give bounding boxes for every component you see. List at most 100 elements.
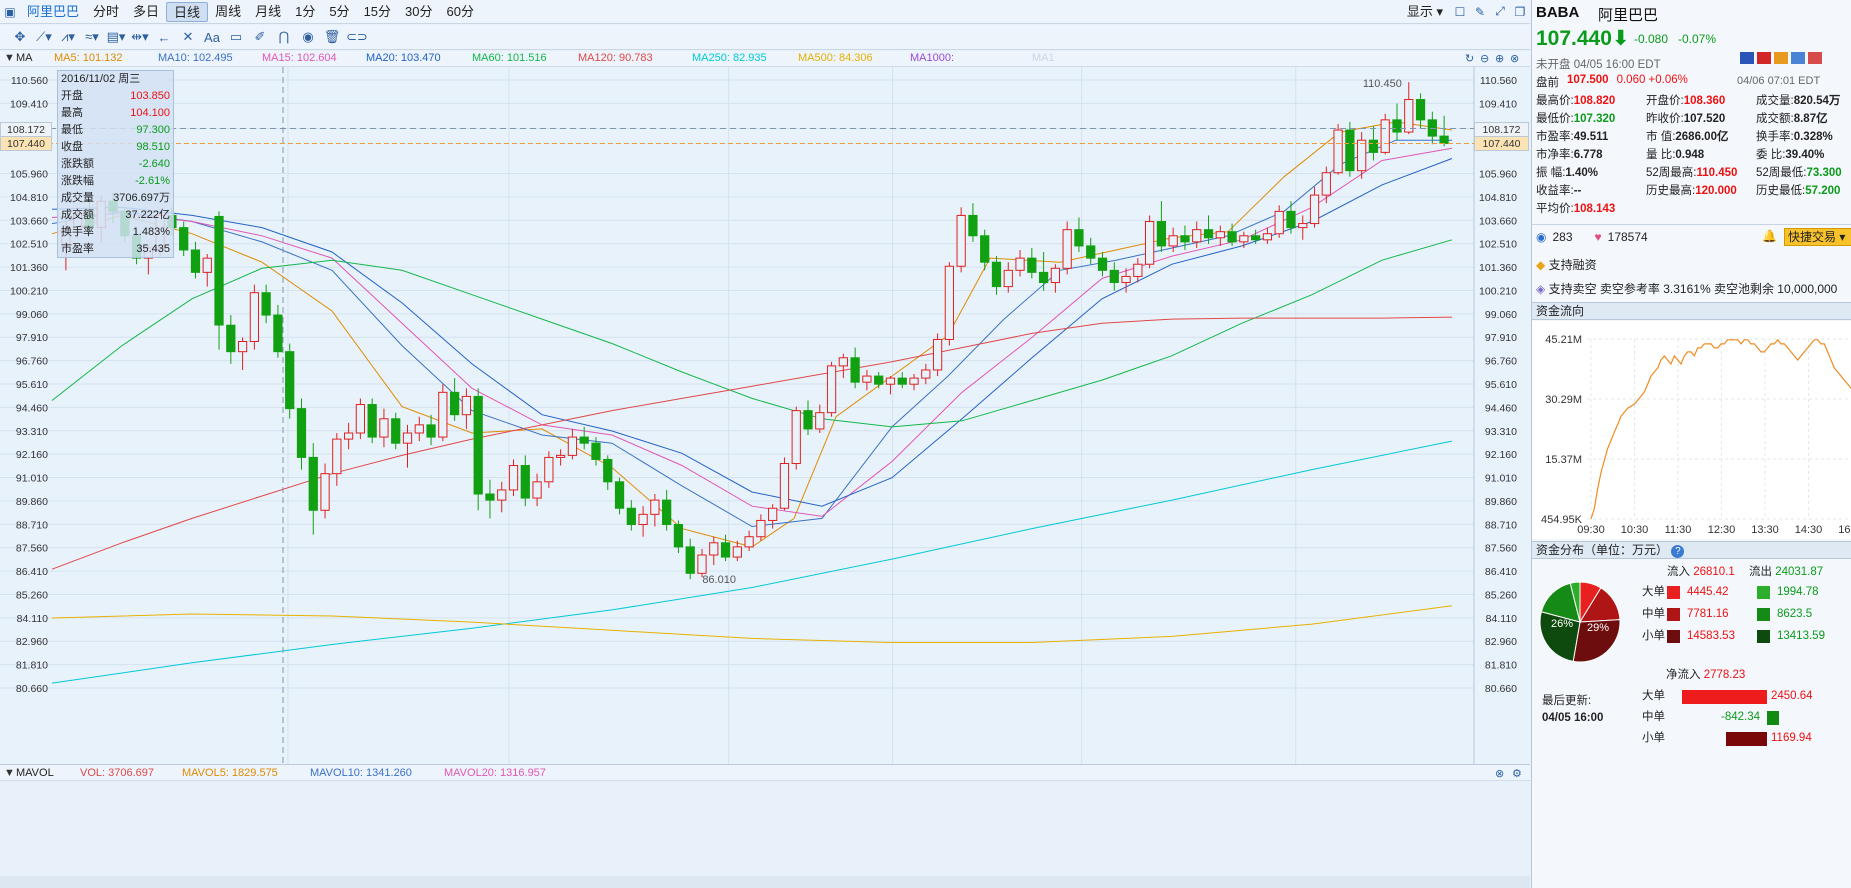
pen-icon[interactable]: ✎ bbox=[1474, 4, 1486, 19]
period-tab[interactable]: 60分 bbox=[446, 3, 474, 19]
link-tool-icon[interactable]: ⊂⊃ bbox=[346, 29, 368, 44]
current-price-right: 107.440 bbox=[1474, 136, 1529, 152]
high-annotation: 110.450 bbox=[1363, 78, 1402, 90]
layout-icon[interactable]: ☐ bbox=[1454, 4, 1466, 19]
candle-down bbox=[190, 249, 201, 273]
mavol-value: MAVOL20: 1316.957 bbox=[444, 767, 546, 779]
close-icon[interactable]: ⊗ bbox=[1510, 53, 1520, 65]
stat-value: 120.000 bbox=[1695, 185, 1737, 197]
period-tab[interactable]: 多日 bbox=[133, 3, 160, 19]
candle-up bbox=[944, 265, 954, 340]
candle-up bbox=[1262, 233, 1273, 241]
candle-up bbox=[332, 438, 342, 475]
candle-up bbox=[202, 257, 212, 273]
price-change: -0.080 bbox=[1634, 32, 1669, 46]
zoom-out-icon[interactable]: ⊖ bbox=[1480, 53, 1490, 65]
display-dropdown[interactable]: 显示 ▾ bbox=[1406, 3, 1443, 19]
stock-name-tab[interactable]: 阿里巴巴 bbox=[27, 3, 80, 19]
tooltip-value: 103.850 bbox=[130, 90, 170, 102]
panel-toggle-icon[interactable]: ▣ bbox=[4, 4, 16, 19]
last-price-value: 107.440 bbox=[1536, 27, 1612, 50]
period-tab[interactable]: 月线 bbox=[255, 3, 282, 19]
inflow-swatch bbox=[1667, 585, 1680, 599]
pie-label-left: 26% bbox=[1551, 618, 1573, 630]
ohlc-tooltip: 2016/11/02 周三 开盘 103.850 最高 104.100 最低 97.300… bbox=[57, 70, 174, 258]
y-tick-label-left: 88.710 bbox=[16, 519, 48, 531]
period-tab[interactable]: 分时 bbox=[93, 3, 120, 19]
premarket-row: 盘前 107.500 0.060 +0.06% bbox=[1536, 74, 1688, 90]
arrow-tool-icon[interactable]: ← bbox=[157, 29, 171, 45]
eye-tool-icon[interactable]: ◉ bbox=[302, 29, 314, 44]
candle-up bbox=[791, 410, 801, 465]
stat-cell: 收益率:-- bbox=[1536, 182, 1646, 200]
fib-tool-icon[interactable]: ▤▾ bbox=[106, 29, 126, 44]
low-annotation: 86.010 bbox=[702, 574, 736, 586]
crosshair-tool-icon[interactable]: ✥ bbox=[14, 29, 26, 44]
candle-up bbox=[921, 369, 931, 379]
candle-up bbox=[402, 432, 413, 444]
lv-badge-icon[interactable] bbox=[1774, 52, 1788, 64]
text-tool-icon[interactable]: Aa bbox=[204, 29, 220, 45]
candle-up bbox=[1333, 129, 1343, 174]
range-tool-icon[interactable]: ⇹▾ bbox=[131, 29, 149, 44]
stat-cell: 市盈率:49.511 bbox=[1536, 128, 1646, 146]
restore-icon[interactable]: ❐ bbox=[1514, 4, 1526, 19]
inflow-value: 4445.42 bbox=[1687, 586, 1729, 598]
ma-collapse-icon[interactable]: ▼ bbox=[4, 52, 15, 64]
candlestick-chart[interactable]: 110.450 86.010 110.560 110.560 109.410 109.4… bbox=[0, 67, 1530, 764]
period-tab[interactable]: 5分 bbox=[329, 3, 350, 19]
ma-value: MA60: 101.516 bbox=[472, 52, 547, 64]
heart-icon[interactable]: ♥ bbox=[1594, 230, 1602, 244]
inflow-total: 26810.1 bbox=[1690, 566, 1735, 578]
magnet-tool-icon[interactable]: ⋂ bbox=[278, 29, 290, 44]
polyline-tool-icon[interactable]: ⩘▾ bbox=[61, 29, 75, 44]
y-tick-label-left: 89.860 bbox=[16, 496, 48, 508]
stat-cell: 开盘价:108.360 bbox=[1646, 92, 1756, 110]
y-tick-label-right: 105.960 bbox=[1479, 169, 1517, 181]
stat-label: 最高价: bbox=[1536, 95, 1574, 107]
brush-tool-icon[interactable]: ✐ bbox=[254, 29, 266, 44]
quick-trade-label: 快捷交易 bbox=[1788, 230, 1837, 244]
note-tool-icon[interactable]: ▭ bbox=[229, 29, 243, 44]
ma-value: MA20: 103.470 bbox=[366, 52, 441, 64]
period-tab[interactable]: 周线 bbox=[215, 3, 242, 19]
period-tab[interactable]: 15分 bbox=[363, 3, 392, 19]
expand-icon[interactable]: ⤢ bbox=[1495, 4, 1505, 18]
zoom-in-icon[interactable]: ⊕ bbox=[1495, 53, 1505, 65]
help-icon[interactable]: ? bbox=[1671, 545, 1685, 558]
dist-header: 流入 26810.1 流出 24031.87 bbox=[1642, 564, 1851, 581]
stat-label: 收益率: bbox=[1536, 185, 1574, 197]
flow-line bbox=[1590, 338, 1851, 520]
bell-icon[interactable]: 🔔 bbox=[1762, 229, 1777, 243]
eraser-tool-icon[interactable]: ✕ bbox=[182, 29, 194, 44]
period-tab[interactable]: 30分 bbox=[405, 3, 433, 19]
stat-cell: 成交量:820.54万 bbox=[1756, 92, 1851, 110]
wave-tool-icon[interactable]: ≈▾ bbox=[85, 29, 99, 44]
refresh-icon[interactable]: ↻ bbox=[1465, 53, 1475, 65]
vol-settings-icon[interactable]: ⚙ bbox=[1512, 768, 1522, 780]
trash-tool-icon[interactable]: 🗑 bbox=[323, 29, 341, 44]
period-tab[interactable]: 日线 bbox=[166, 1, 209, 22]
quick-trade-button[interactable]: 快捷交易 ▾ bbox=[1784, 228, 1851, 246]
candle-down bbox=[968, 214, 978, 237]
outflow-swatch bbox=[1757, 629, 1770, 643]
y-tick-label-left: 103.660 bbox=[10, 215, 48, 227]
inflow-value: 14583.53 bbox=[1687, 630, 1735, 642]
ma-line-ma15 bbox=[51, 147, 1453, 517]
candle-up bbox=[815, 412, 825, 430]
hk-flag-icon bbox=[1757, 52, 1771, 64]
tooltip-value: 98.510 bbox=[136, 141, 170, 153]
ma-legend-row: ▼ MA MA5: 101.132 MA10: 102.495 MA15: 102.… bbox=[0, 51, 1530, 67]
share-icon[interactable] bbox=[1791, 52, 1805, 64]
flow-x-tick: 09:30 bbox=[1577, 524, 1605, 536]
stats-row: 最高价:108.820 开盘价:108.360 成交量:820.54万 bbox=[1536, 92, 1851, 110]
period-tab[interactable]: 1分 bbox=[295, 3, 316, 19]
period-tabs: 分时 多日 日线 周线 月线 1分 5分 15分 30分 60分 bbox=[86, 1, 481, 22]
line-tool-icon[interactable]: ⟋▾ bbox=[36, 29, 52, 44]
candle-up bbox=[355, 404, 366, 434]
vol-close-icon[interactable]: ⊗ bbox=[1495, 768, 1505, 780]
alert-badge-icon[interactable] bbox=[1808, 52, 1822, 64]
vol-collapse-icon[interactable]: ▼ bbox=[4, 767, 15, 779]
tooltip-label: 涨跌幅 bbox=[61, 175, 94, 187]
